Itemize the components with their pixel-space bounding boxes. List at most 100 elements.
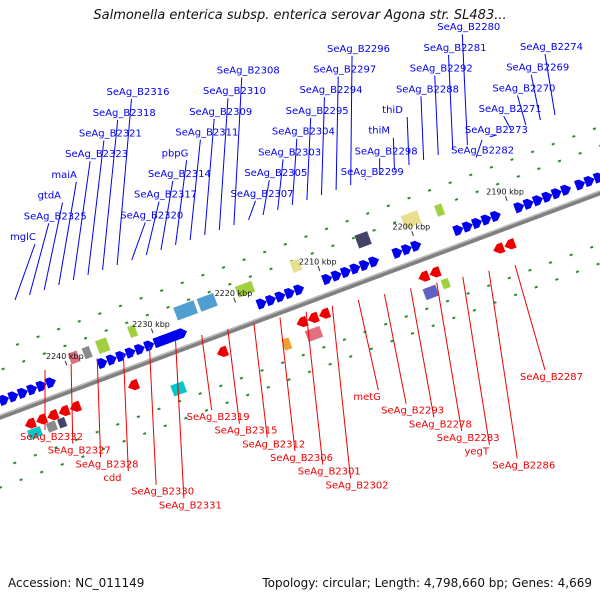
dotted-guide-tick: [242, 258, 246, 262]
gene-leader-line: [364, 178, 367, 181]
gene-leader-line: [448, 54, 454, 151]
dotted-guide-tick: [322, 345, 326, 349]
gene-leader-line: [436, 282, 463, 432]
gene-leader-line: [410, 288, 435, 418]
scale-tick: [150, 328, 154, 334]
feature-block: [94, 336, 112, 355]
dotted-guide-tick: [122, 439, 126, 443]
gene-leader-line: [72, 161, 91, 281]
gene-label: SeAg_B2323: [65, 149, 128, 160]
backbone-line: [0, 162, 600, 448]
feature-block: [399, 209, 423, 230]
dotted-guide-tick: [324, 227, 329, 231]
dotted-guide-tick: [372, 228, 376, 232]
forward-gene-arrow: [513, 202, 525, 214]
gene-label: SeAg_B2294: [299, 85, 362, 96]
gene-leader-line: [462, 276, 490, 445]
forward-gene-arrow: [367, 256, 380, 268]
gene-leader-line: [350, 55, 353, 186]
dotted-guide-tick: [77, 319, 81, 323]
gene-label: SeAg_B2328: [76, 459, 139, 470]
forward-gene-arrow: [175, 328, 188, 340]
dotted-guide-tick: [260, 368, 264, 372]
gene-leader-line: [279, 317, 296, 452]
forward-gene-arrow: [400, 244, 412, 256]
gene-label: cdd: [103, 473, 121, 484]
gene-leader-line: [461, 34, 468, 146]
scale-tick: [411, 231, 414, 237]
gene-leader-line: [475, 139, 483, 158]
scale-label: 2220 kbp: [215, 289, 253, 298]
feature-block: [433, 202, 446, 218]
reverse-gene-arrow: [47, 409, 60, 421]
reverse-gene-arrow: [127, 378, 141, 391]
gene-leader-line: [148, 346, 157, 485]
dotted-guide-tick: [207, 290, 211, 294]
gene-label: SeAg_B2309: [189, 107, 252, 118]
scale-tick: [317, 266, 321, 272]
dotted-guide-tick: [248, 275, 253, 279]
dotted-guide-tick: [139, 296, 143, 300]
gene-label: SeAg_B2302: [326, 480, 389, 491]
dotted-guide-tick: [528, 268, 532, 272]
gene-leader-line: [96, 358, 102, 458]
forward-gene-arrow: [321, 274, 333, 286]
feature-block: [81, 345, 94, 360]
dotted-guide-tick: [245, 393, 250, 397]
forward-gene-arrow: [35, 380, 47, 392]
forward-gene-arrow: [26, 384, 38, 396]
dotted-guide-tick: [486, 284, 491, 288]
gene-label: thiM: [368, 126, 390, 137]
backbone-highlight: [0, 162, 600, 445]
gene-leader-line: [488, 270, 518, 459]
dotted-guide-tick: [280, 361, 285, 365]
forward-gene-arrow: [16, 387, 28, 399]
gene-label: SeAg_B2292: [410, 64, 473, 75]
dotted-guide-tick: [427, 188, 432, 192]
dotted-guide-tick: [118, 304, 123, 308]
dotted-guide-tick: [307, 370, 312, 374]
feature-block: [66, 349, 82, 366]
gene-label: SeAg_B2312: [242, 439, 305, 450]
accession-label: Accession: NC_011149: [8, 576, 145, 590]
forward-gene-arrow: [461, 221, 473, 233]
dotted-guide-tick: [33, 453, 38, 457]
dotted-guide-tick: [530, 150, 535, 154]
dotted-guide-tick: [1, 367, 5, 371]
gene-label: SeAg_B2306: [270, 453, 333, 464]
dotted-guide-tick: [219, 384, 223, 388]
gene-leader-line: [227, 329, 240, 424]
dotted-guide-tick: [386, 204, 391, 208]
gene-leader-line: [335, 76, 339, 191]
dotted-guide-tick: [578, 151, 582, 155]
forward-gene-arrow: [292, 284, 305, 296]
dotted-guide-tick: [596, 262, 600, 266]
dotted-guide-tick: [83, 336, 88, 340]
dotted-guide-tick: [510, 158, 514, 162]
gene-label: SeAg_B2271: [479, 104, 542, 115]
gene-leader-line: [320, 97, 325, 196]
scale-tick: [64, 360, 68, 366]
reverse-gene-arrow: [69, 400, 82, 412]
gene-leader-line: [233, 77, 243, 226]
dotted-guide-tick: [201, 273, 205, 277]
dotted-guide-tick: [569, 253, 573, 257]
dotted-guide-tick: [98, 312, 102, 316]
dotted-guide-tick: [116, 422, 120, 426]
gene-leader-line: [131, 222, 146, 261]
dotted-guide-tick: [225, 401, 229, 405]
gene-leader-line: [530, 74, 541, 121]
dotted-guide-tick: [410, 331, 415, 335]
gene-label: SeAg_B2330: [131, 487, 194, 498]
dotted-guide-tick: [228, 282, 232, 286]
dotted-guide-tick: [269, 267, 273, 271]
gene-label: SeAg_B2320: [120, 210, 183, 221]
dotted-guide-tick: [101, 447, 106, 451]
dotted-guide-tick: [489, 165, 494, 169]
forward-gene-arrow: [44, 377, 56, 389]
dotted-guide-tick: [159, 289, 164, 292]
forward-gene-arrow: [0, 394, 10, 406]
dotted-guide-tick: [74, 438, 79, 442]
forward-gene-arrow: [283, 288, 295, 300]
